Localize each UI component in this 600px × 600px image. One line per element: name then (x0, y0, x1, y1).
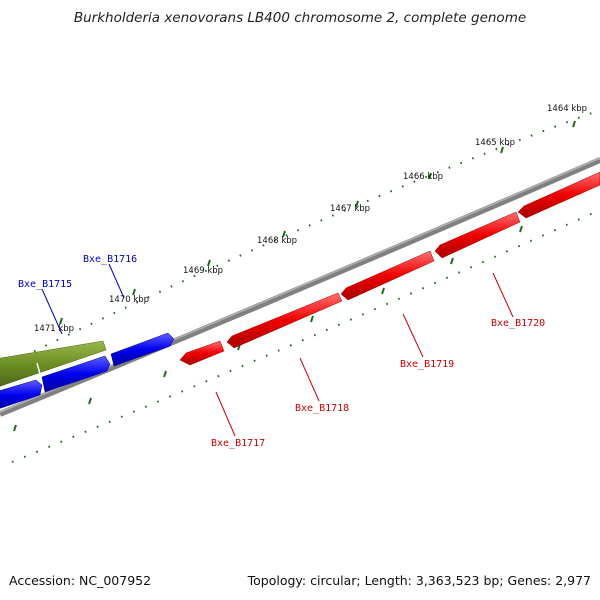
label-leader (492, 272, 514, 318)
tick-label: 1471 kbp (34, 324, 74, 334)
inner-tick-ring (11, 209, 600, 463)
major-ticks (13, 120, 576, 432)
label-leader (41, 288, 63, 335)
inner-minor-ticks (11, 209, 600, 463)
major-tick (428, 172, 432, 180)
gene-arrow-forward[interactable] (41, 355, 111, 393)
map-title: Burkholderia xenovorans LB400 chromosome… (73, 10, 527, 26)
gene-arrow-forward[interactable] (110, 332, 175, 367)
gene-label[interactable]: Bxe_B1720 (491, 318, 545, 329)
major-tick (381, 287, 385, 295)
major-tick (355, 200, 359, 208)
tick-label: 1466 kbp (403, 172, 443, 182)
major-tick (132, 288, 136, 296)
major-tick (88, 397, 92, 405)
major-tick (519, 225, 523, 233)
major-tick (310, 315, 314, 323)
major-tick (163, 370, 167, 378)
label-leader (299, 357, 320, 402)
tick-label: 1464 kbp (547, 104, 587, 114)
gene-labels: Bxe_B1715 Bxe_B1716 Bxe_B1717 Bxe_B1718 … (18, 254, 545, 449)
gene-label[interactable]: Bxe_B1716 (83, 254, 137, 265)
gene-arrow-reverse[interactable] (179, 340, 225, 366)
label-leader (402, 313, 424, 358)
gene-divider (36, 362, 41, 375)
outer-minor-ticks (0, 109, 600, 369)
gene-label[interactable]: Bxe_B1715 (18, 279, 72, 290)
tick-label: 1465 kbp (475, 138, 515, 148)
reverse-strand-genes (179, 171, 600, 366)
gene-label[interactable]: Bxe_B1718 (295, 403, 349, 414)
major-tick (59, 317, 63, 325)
major-tick (500, 146, 504, 154)
tick-label: 1469 kbp (183, 266, 223, 276)
forward-strand-genes (0, 332, 175, 410)
gene-arrow-reverse[interactable] (340, 250, 435, 301)
label-leader (108, 263, 125, 299)
chromosome-backbone (0, 157, 600, 417)
major-tick (450, 257, 454, 265)
tick-label: 1467 kbp (330, 204, 370, 214)
label-leader (215, 391, 236, 437)
gene-label[interactable]: Bxe_B1717 (211, 438, 265, 449)
gene-arrow-forward[interactable] (0, 379, 43, 410)
tick-label: 1468 kbp (257, 236, 297, 246)
tick-labels: 1464 kbp 1465 kbp 1466 kbp 1467 kbp 1468… (34, 104, 587, 334)
gene-label[interactable]: Bxe_B1719 (400, 359, 454, 370)
gene-arrow-reverse[interactable] (517, 171, 600, 219)
major-tick (282, 230, 286, 238)
tick-label: 1470 kbp (109, 295, 149, 305)
accession-text: Accession: NC_007952 (9, 573, 152, 588)
major-tick (572, 120, 576, 128)
outer-tick-ring (0, 109, 600, 369)
major-tick (13, 424, 17, 432)
gene-arrow-other[interactable] (0, 340, 107, 388)
genome-summary-text: Topology: circular; Length: 3,363,523 bp… (247, 573, 591, 588)
gene-arrow-reverse[interactable] (226, 292, 343, 349)
major-tick (207, 259, 211, 267)
gene-arrow-reverse[interactable] (434, 211, 521, 259)
gene-label-leaders (41, 263, 514, 437)
